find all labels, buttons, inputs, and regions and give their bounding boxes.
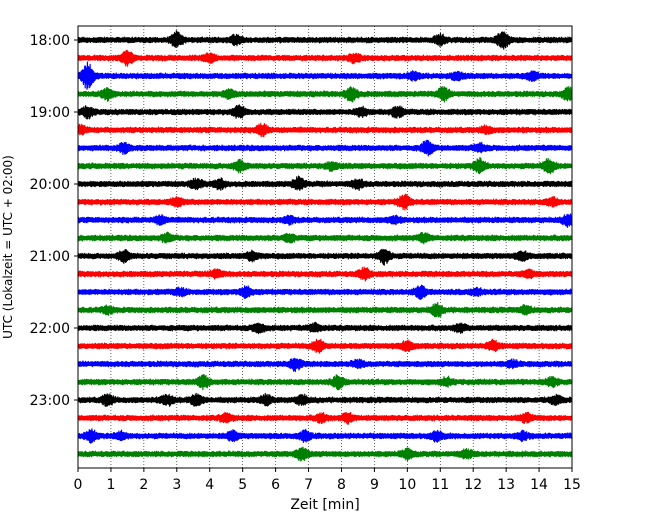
seismogram-trace bbox=[77, 193, 573, 211]
seismogram-trace bbox=[77, 175, 573, 192]
seismogram-trace bbox=[77, 428, 573, 444]
seismogram-trace bbox=[77, 231, 573, 245]
seismogram-trace bbox=[77, 392, 573, 408]
seismogram-trace bbox=[77, 357, 573, 373]
plot-background bbox=[78, 26, 572, 468]
x-tick-label: 14 bbox=[530, 477, 548, 493]
x-tick-label: 15 bbox=[563, 477, 581, 493]
x-tick-label: 12 bbox=[464, 477, 482, 493]
x-tick-label: 3 bbox=[172, 477, 181, 493]
x-tick-label: 10 bbox=[398, 477, 416, 493]
x-tick-label: 7 bbox=[304, 477, 313, 493]
y-axis: 18:00 19:00 20:00 21:00 22:00 23:00 bbox=[30, 33, 78, 409]
y-axis-label: UTC (Lokalzeit = UTC + 02:00) bbox=[1, 155, 15, 339]
seismogram-trace bbox=[77, 30, 573, 50]
seismogram-trace bbox=[77, 104, 573, 120]
seismogram-trace bbox=[77, 266, 573, 282]
y-tick-label: 20:00 bbox=[30, 177, 70, 193]
x-axis: 0 1 2 3 4 5 6 7 8 9 10 11 12 13 14 15 bbox=[74, 468, 581, 493]
seismogram-trace bbox=[77, 284, 573, 301]
x-tick-label: 5 bbox=[238, 477, 247, 493]
x-axis-label: Zeit [min] bbox=[290, 497, 359, 513]
x-tick-label: 6 bbox=[271, 477, 280, 493]
y-tick-label: 19:00 bbox=[30, 105, 70, 121]
seismogram-trace bbox=[77, 411, 573, 425]
seismogram-trace bbox=[77, 139, 573, 157]
seismogram-trace bbox=[77, 446, 573, 462]
y-tick-label: 21:00 bbox=[30, 249, 70, 265]
x-tick-label: 9 bbox=[370, 477, 379, 493]
y-tick-label: 22:00 bbox=[30, 321, 70, 337]
seismogram-trace bbox=[77, 248, 573, 266]
seismogram-trace bbox=[77, 156, 573, 175]
x-tick-label: 0 bbox=[74, 477, 83, 493]
seismogram-trace bbox=[77, 61, 573, 90]
x-tick-label: 1 bbox=[106, 477, 115, 493]
x-tick-label: 11 bbox=[431, 477, 449, 493]
seismogram-trace bbox=[77, 213, 573, 228]
seismogram-trace bbox=[77, 86, 573, 103]
x-tick-label: 13 bbox=[497, 477, 515, 493]
x-tick-label: 2 bbox=[139, 477, 148, 493]
seismogram-trace bbox=[77, 321, 573, 335]
seismogram-trace bbox=[77, 338, 573, 354]
plot-frame bbox=[77, 25, 573, 469]
x-tick-label: 8 bbox=[337, 477, 346, 493]
x-tick-label: 4 bbox=[205, 477, 214, 493]
seismogram-trace bbox=[77, 49, 573, 67]
seismogram-trace bbox=[77, 301, 573, 318]
y-tick-label: 18:00 bbox=[30, 33, 70, 49]
trace-group bbox=[77, 30, 573, 462]
seismogram-trace bbox=[77, 122, 573, 138]
y-tick-label: 23:00 bbox=[30, 393, 70, 409]
seismogram-trace bbox=[77, 374, 573, 391]
